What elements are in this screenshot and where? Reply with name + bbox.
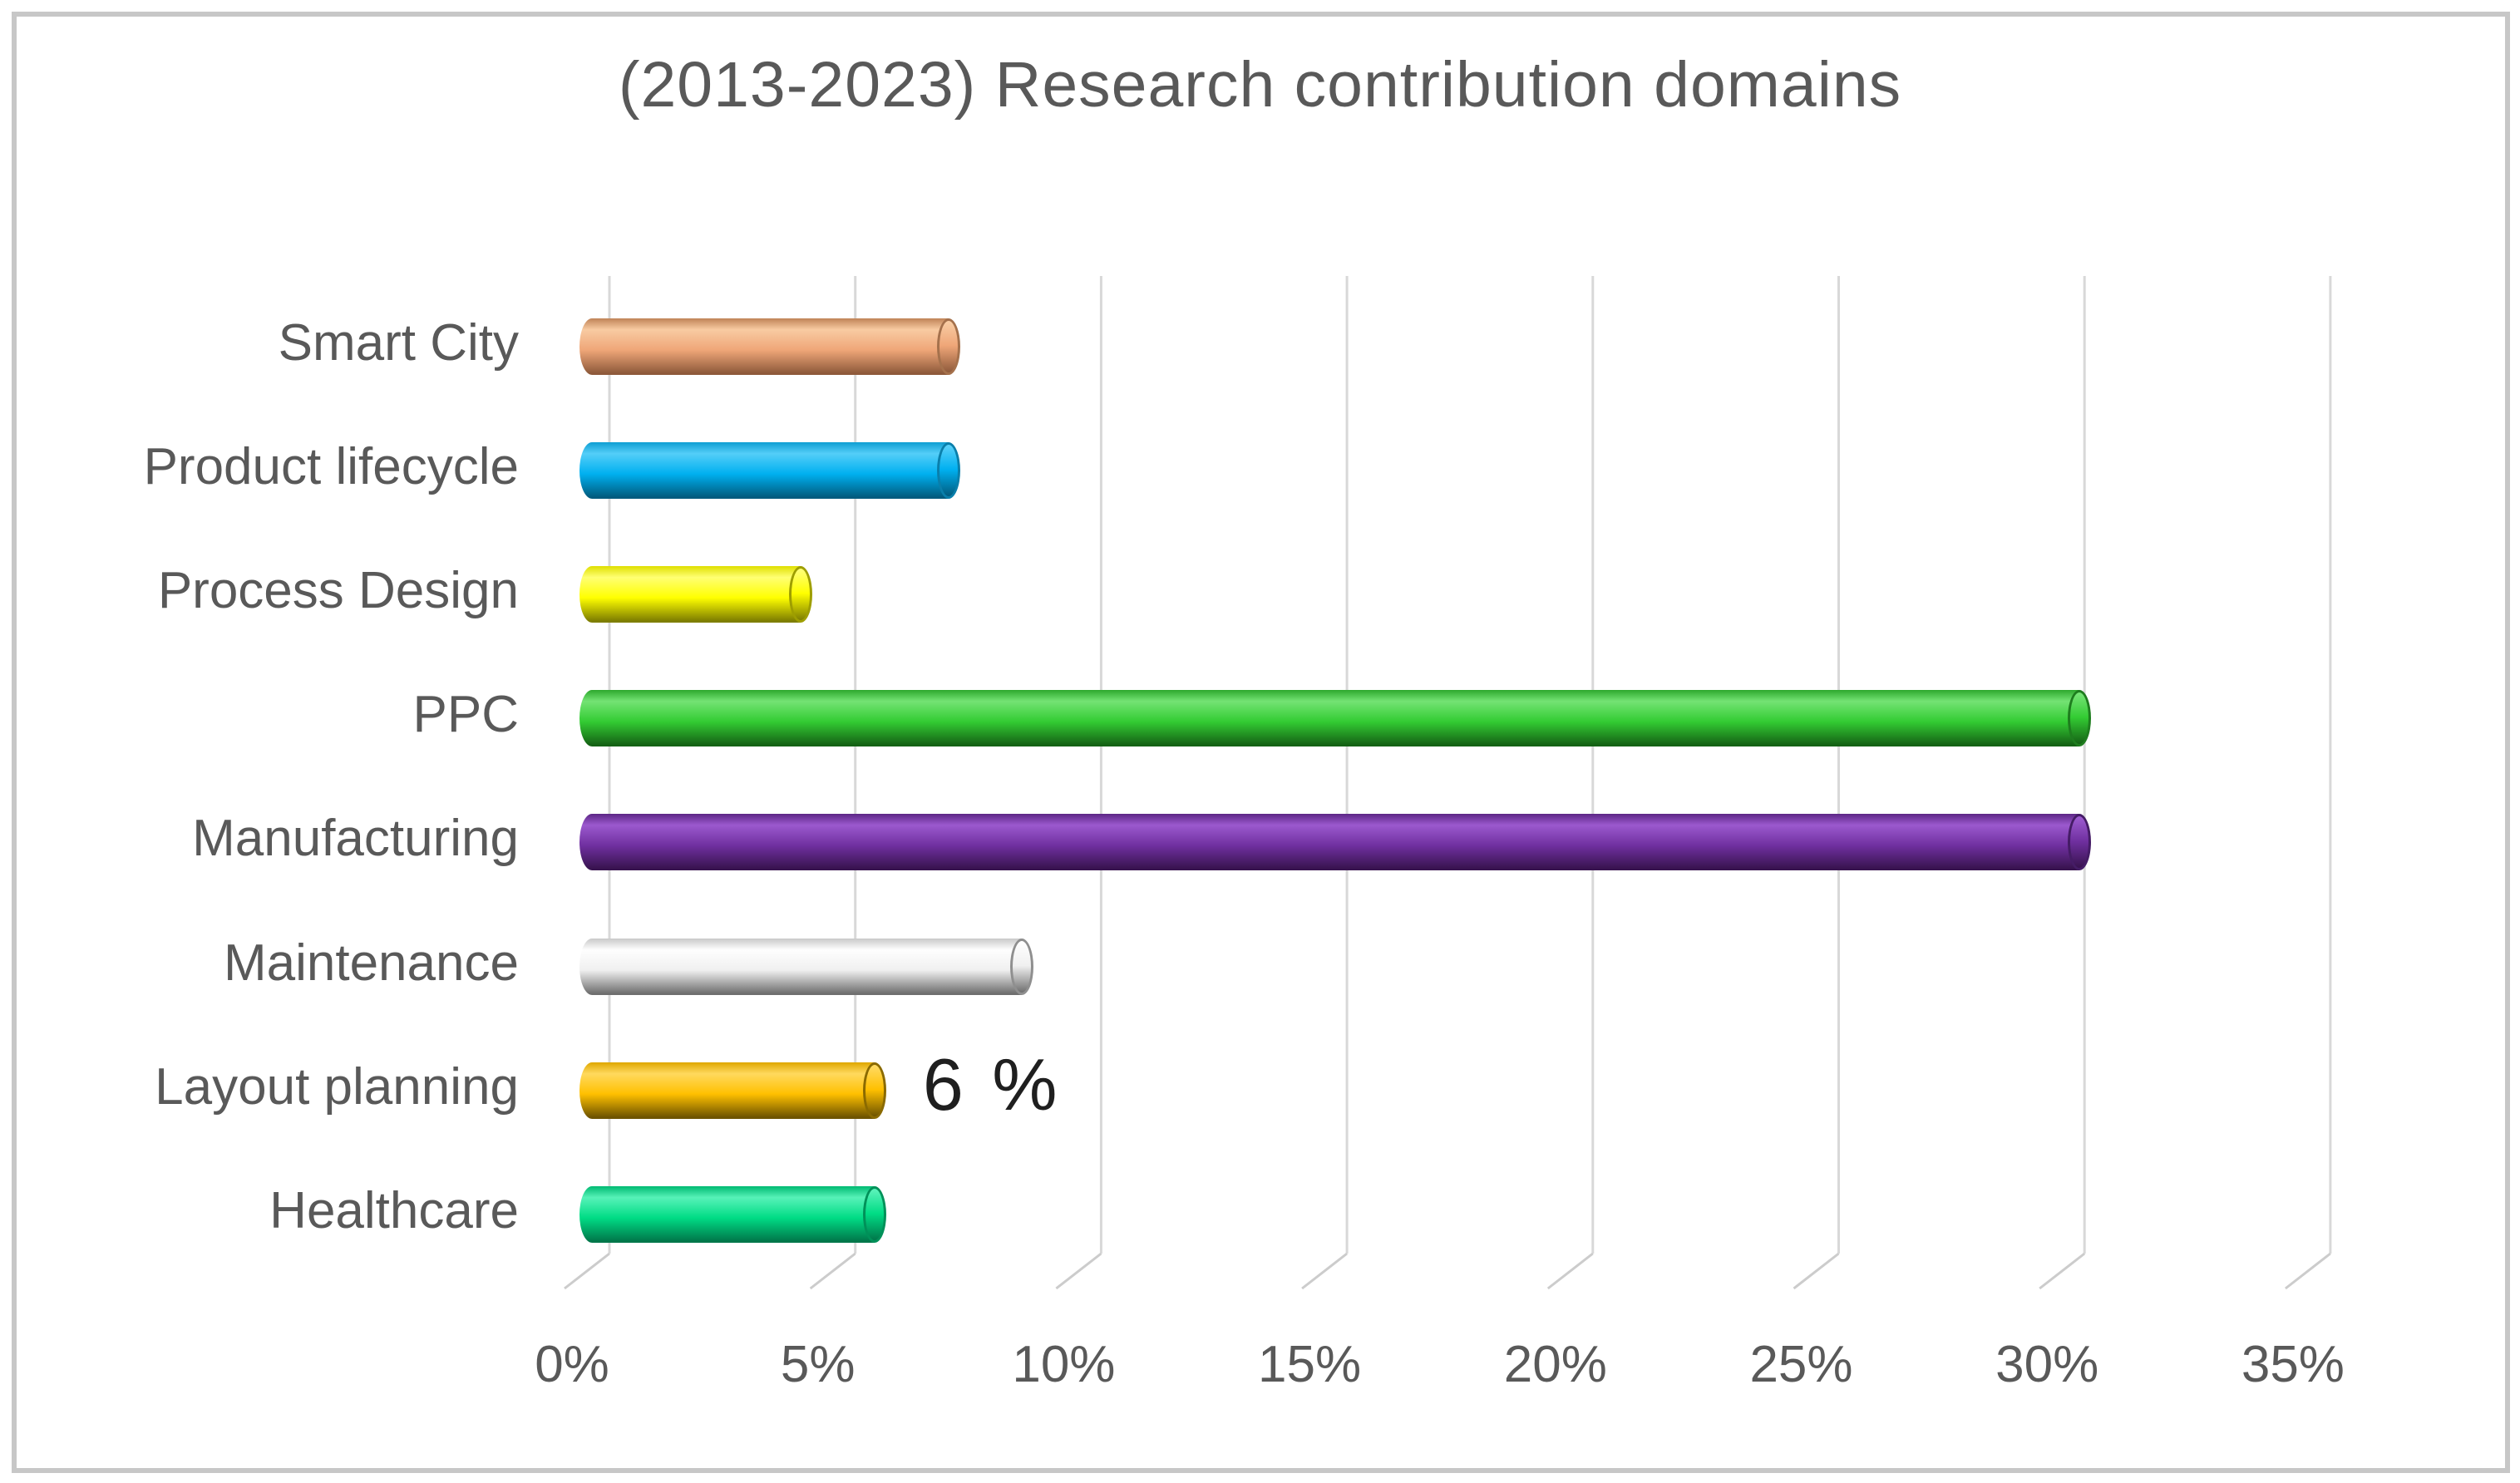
x-axis-tick-label-10pct: 10%	[1012, 1336, 1116, 1393]
category-label-manufacturing: Manufacturing	[192, 810, 519, 868]
bar-maintenance	[579, 938, 1034, 995]
category-label-product-lifecycle: Product lifecycle	[143, 438, 519, 496]
category-label-smart-city: Smart City	[278, 314, 519, 372]
bar-layout-planning	[579, 1062, 886, 1119]
axis-floor-tick	[2039, 1252, 2086, 1290]
x-axis-tick-label-25pct: 25%	[1749, 1336, 1853, 1393]
x-axis-tick-label-35pct: 35%	[2241, 1336, 2345, 1393]
category-label-maintenance: Maintenance	[223, 934, 519, 992]
bar-cap-layout-planning	[862, 1062, 886, 1119]
bar-cap-product-lifecycle	[936, 442, 960, 500]
bar-smart-city	[579, 318, 960, 375]
bar-cap-process-design	[789, 566, 813, 623]
category-label-process-design: Process Design	[157, 562, 519, 620]
x-axis-tick-label-30pct: 30%	[1995, 1336, 2099, 1393]
category-label-ppc: PPC	[412, 686, 519, 744]
bar-product-lifecycle	[579, 442, 960, 500]
category-label-healthcare: Healthcare	[269, 1181, 519, 1239]
bar-process-design	[579, 566, 813, 623]
bar-cap-smart-city	[936, 318, 960, 375]
bar-healthcare	[579, 1185, 886, 1243]
x-axis-tick-label-15pct: 15%	[1258, 1336, 1362, 1393]
axis-floor-tick	[2284, 1252, 2331, 1290]
bar-cap-maintenance	[1010, 938, 1034, 995]
category-label-layout-planning: Layout planning	[155, 1057, 519, 1116]
bar-manufacturing	[579, 814, 2091, 871]
bar-cap-manufacturing	[2067, 814, 2091, 871]
bar-cap-ppc	[2067, 690, 2091, 747]
bar-data-label: 6 %	[922, 1042, 1062, 1126]
x-axis-tick-label-0pct: 0%	[535, 1336, 609, 1393]
axis-floor-tick	[564, 1252, 610, 1290]
axis-floor-tick	[1055, 1252, 1102, 1290]
x-axis-tick-label-5pct: 5%	[780, 1336, 856, 1393]
axis-floor-tick	[1301, 1252, 1349, 1290]
axis-floor-tick	[1793, 1252, 1840, 1290]
axis-floor-tick	[809, 1252, 856, 1290]
bar-cap-healthcare	[862, 1185, 886, 1243]
chart-title: (2013-2023) Research contribution domain…	[618, 49, 1902, 121]
x-axis-tick-label-20pct: 20%	[1503, 1336, 1607, 1393]
bar-ppc	[579, 690, 2091, 747]
axis-floor-tick	[1546, 1252, 1594, 1290]
